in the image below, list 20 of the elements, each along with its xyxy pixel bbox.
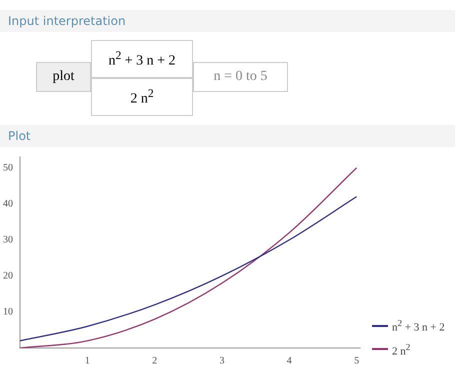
y-tick-label: 50 bbox=[3, 162, 13, 174]
text: Input interpretation bbox=[0, 10, 455, 32]
y-tick-label: 20 bbox=[3, 270, 13, 282]
text: plot bbox=[52, 69, 74, 85]
line-series bbox=[20, 196, 358, 342]
y-tick-label: 40 bbox=[3, 198, 13, 210]
legend-label: 2 n$^{2}$ bbox=[392, 342, 410, 358]
y-tick-label: 10 bbox=[3, 306, 13, 318]
text: n = 0 to 5 bbox=[214, 69, 268, 85]
x-tick-label: 5 bbox=[354, 356, 360, 367]
x-tick-label: 4 bbox=[286, 356, 292, 367]
y-tick-label: 30 bbox=[3, 234, 13, 246]
text: n$^{2}$ + 3 n + 2 bbox=[108, 48, 176, 70]
text: 2 n$^{2}$ bbox=[130, 86, 154, 108]
x-tick-label: 1 bbox=[84, 356, 90, 367]
chart-title: Plot bbox=[0, 125, 455, 147]
x-tick-label: 2 bbox=[152, 356, 158, 367]
line-series bbox=[20, 167, 358, 348]
x-tick-label: 3 bbox=[219, 356, 224, 367]
legend-label: n$^{2}$ + 3 n + 2 bbox=[392, 318, 445, 334]
